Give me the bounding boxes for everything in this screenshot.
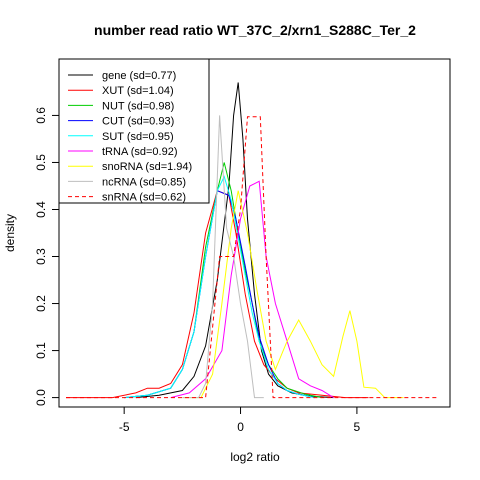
- series-line-5: [170, 180, 334, 399]
- legend-label: NUT (sd=0.98): [102, 100, 174, 112]
- legend-label: tRNA (sd=0.92): [102, 146, 178, 158]
- y-tick-label: 0.0: [34, 389, 48, 406]
- y-axis-label: density: [3, 214, 17, 252]
- legend: gene (sd=0.77) XUT (sd=1.04) NUT (sd=0.98)…: [58, 58, 210, 204]
- legend-label: ncRNA (sd=0.85): [102, 176, 186, 188]
- y-tick-label: 0.6: [34, 107, 48, 124]
- x-axis-label: log2 ratio: [230, 450, 280, 464]
- y-tick-label: 0.5: [34, 154, 48, 171]
- y-tick-label: 0.3: [34, 248, 48, 265]
- series-line-7: [182, 115, 264, 399]
- legend-label: gene (sd=0.77): [102, 70, 176, 82]
- legend-label: snRNA (sd=0.62): [102, 192, 186, 204]
- series-layer: [66, 82, 439, 399]
- legend-label: XUT (sd=1.04): [102, 85, 174, 97]
- x-axis: -5 0 5: [119, 406, 361, 434]
- legend-label: SUT (sd=0.95): [102, 131, 174, 143]
- legend-box: [58, 58, 210, 204]
- x-tick-label: -5: [119, 420, 130, 434]
- x-tick-label: 5: [354, 420, 361, 434]
- y-tick-label: 0.1: [34, 342, 48, 359]
- legend-label: snoRNA (sd=1.94): [102, 161, 192, 173]
- legend-label: CUT (sd=0.93): [102, 116, 174, 128]
- series-line-6: [182, 190, 404, 399]
- series-line-0: [135, 82, 334, 399]
- y-tick-label: 0.2: [34, 295, 48, 312]
- x-tick-label: 0: [237, 420, 244, 434]
- series-line-4: [124, 175, 316, 399]
- y-tick-label: 0.4: [34, 201, 48, 218]
- chart-title: number read ratio WT_37C_2/xrn1_S288C_Te…: [94, 22, 416, 38]
